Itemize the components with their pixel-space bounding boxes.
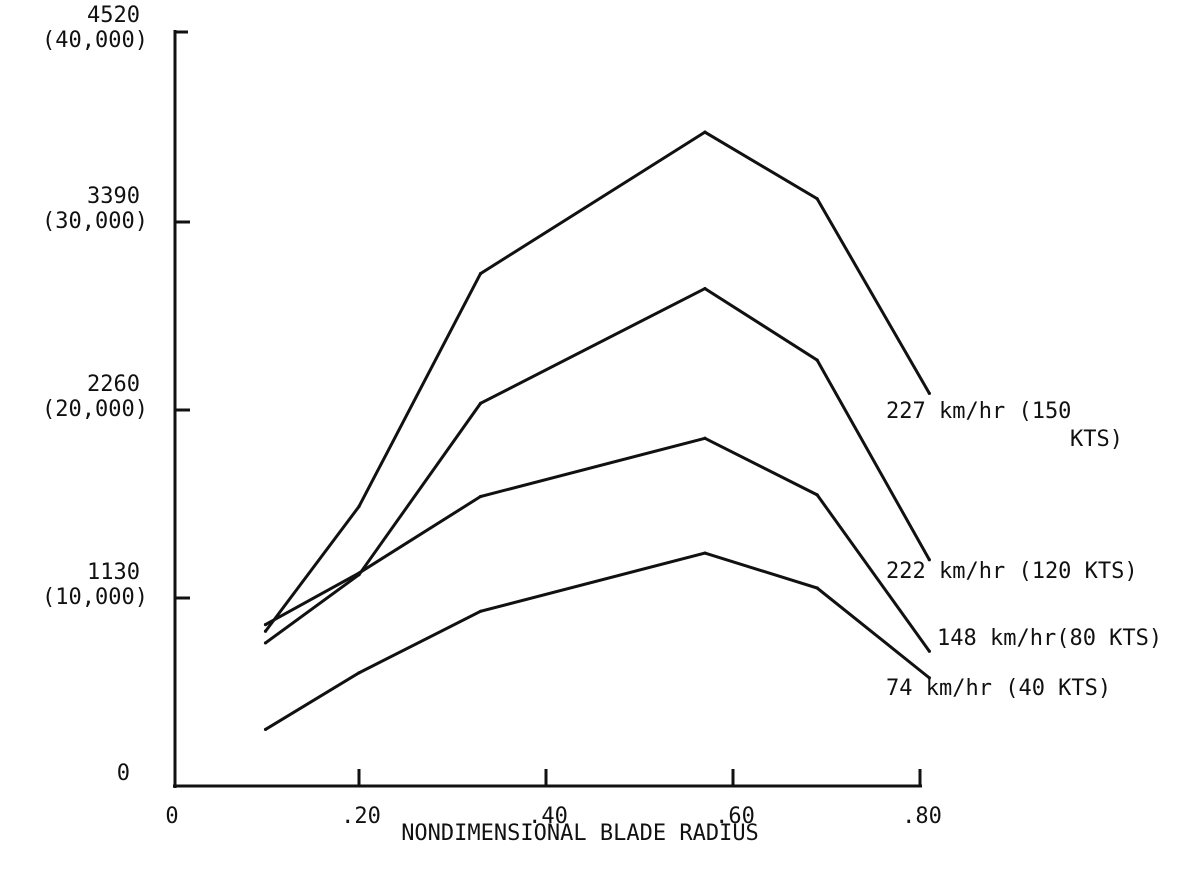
series-point <box>927 676 931 680</box>
series-label: 227 km/hr (150 <box>886 399 1071 424</box>
series-label: 222 km/hr (120 KTS) <box>886 559 1138 584</box>
series-point <box>263 641 268 645</box>
series-point <box>357 504 361 509</box>
series-point <box>703 436 707 440</box>
series-line <box>264 551 931 731</box>
x-tick-label: 0 <box>165 804 178 829</box>
series-group <box>263 130 931 732</box>
series-point <box>927 391 931 395</box>
series-point <box>927 649 931 653</box>
y-tick-sublabel: (30,000) <box>42 209 148 234</box>
y-tick-label: 1130 <box>87 560 140 585</box>
y-ticks: 0 1130(10,000) 2260(20,000) 3390(30,000) 452… <box>42 3 190 786</box>
series-point <box>263 629 268 633</box>
series-point <box>478 609 483 613</box>
series-line <box>264 436 931 653</box>
y-tick-sublabel: (20,000) <box>42 397 148 422</box>
y-tick-label: 3390 <box>87 184 140 209</box>
y-tick-label: 2260 <box>87 372 140 397</box>
series-point <box>357 571 361 575</box>
x-tick-label: .20 <box>341 804 381 829</box>
y-tick-label: 0 <box>117 761 130 786</box>
series-point <box>815 586 819 590</box>
series-line <box>264 130 931 633</box>
series-point <box>263 727 268 732</box>
y-tick-label: 4520 <box>87 3 140 28</box>
series-label: KTS) <box>1070 427 1123 452</box>
series-point <box>703 551 707 555</box>
y-tick-sublabel: (10,000) <box>42 585 148 610</box>
y-tick-sublabel: (40,000) <box>42 28 148 53</box>
series-labels: 227 km/hr (150 KTS) 222 km/hr (120 KTS) 148… <box>886 399 1162 701</box>
series-point <box>478 271 483 276</box>
x-axis-title: NONDIMENSIONAL BLADE RADIUS <box>401 821 759 846</box>
x-tick-label: .40 <box>528 804 568 829</box>
series-point <box>815 493 819 497</box>
x-tick-label: .80 <box>902 804 942 829</box>
series-point <box>263 623 268 627</box>
series-label: 148 km/hr(80 KTS) <box>937 626 1162 651</box>
series-point <box>815 358 819 362</box>
x-ticks: 0 .20 .40 .60 .80 <box>165 769 942 829</box>
x-tick-label: .60 <box>715 804 755 829</box>
series-point <box>478 494 483 499</box>
series-point <box>703 130 707 134</box>
series-label: 74 km/hr (40 KTS) <box>886 676 1111 701</box>
series-line <box>264 286 931 645</box>
series-point <box>703 286 707 291</box>
series-point <box>478 401 483 405</box>
series-point <box>927 558 931 562</box>
axes <box>173 30 922 788</box>
series-point <box>357 671 361 675</box>
series-point <box>815 197 819 201</box>
